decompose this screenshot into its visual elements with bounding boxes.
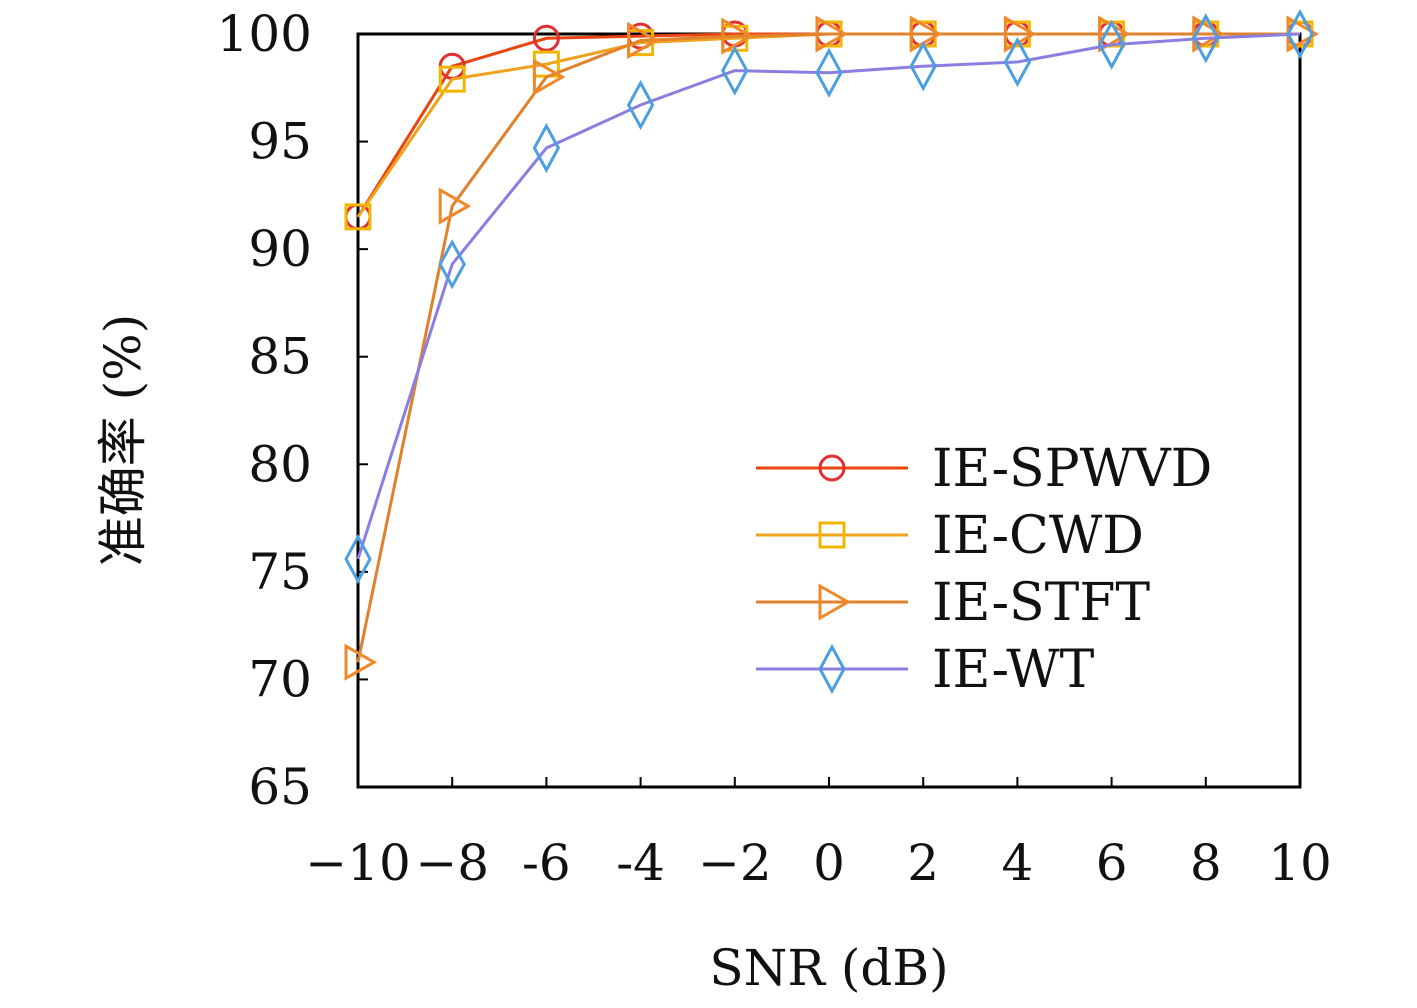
x-axis-title: SNR (dB) (709, 939, 948, 997)
series-layer (344, 8, 1320, 681)
x-tick-label: −2 (698, 834, 772, 892)
data-point-diamond (1192, 13, 1220, 64)
data-point-triangle-right (344, 643, 378, 681)
axis-ticks: −10 −8 -6 -4 −2 0 2 4 6 8 10 65 70 75 80 85 90 95 100 (217, 5, 1332, 892)
plot-frame (356, 32, 1302, 789)
legend-item: IE-CWD (756, 506, 1144, 566)
legend-item: IE-SPWVD (756, 439, 1212, 499)
data-point-square (438, 65, 466, 93)
x-tick-label: 8 (1190, 834, 1222, 892)
legend-marker-square (818, 521, 846, 549)
y-tick-label: 100 (217, 5, 312, 63)
y-tick-label: 85 (248, 328, 312, 386)
data-point-circle (532, 24, 560, 52)
legend: IE-SPWVD IE-CWD IE-STFT IE-WT (756, 439, 1212, 700)
legend-label: IE-WT (932, 640, 1095, 700)
x-tick-label: 10 (1268, 834, 1332, 892)
data-point-triangle-right (909, 15, 943, 53)
y-tick-label: 80 (248, 435, 312, 493)
data-point-triangle-right (438, 187, 472, 225)
y-axis-title: 准确率 (%) (94, 314, 152, 566)
legend-item: IE-STFT (756, 573, 1150, 633)
data-point-diamond (438, 239, 466, 290)
data-point-diamond (815, 47, 843, 98)
legend-marker-triangle-right (818, 583, 852, 621)
x-tick-label: −8 (415, 834, 489, 892)
series-line (356, 32, 1300, 218)
y-tick-label: 90 (248, 220, 312, 278)
x-tick-label: -6 (522, 834, 571, 892)
data-point-diamond (1097, 19, 1126, 70)
legend-label: IE-CWD (932, 506, 1144, 566)
data-point-diamond (1003, 36, 1032, 88)
legend-marker-circle (818, 454, 846, 482)
data-point-triangle-right (627, 21, 660, 60)
series-ie-stft (344, 15, 1320, 681)
y-tick-label: 70 (248, 650, 312, 708)
data-point-square (344, 203, 372, 231)
legend-label: IE-SPWVD (932, 439, 1212, 499)
data-point-triangle-right (532, 58, 566, 96)
series-line (356, 32, 1300, 663)
x-tick-label: 6 (1096, 834, 1128, 892)
legend-label: IE-STFT (932, 573, 1150, 633)
x-tick-label: −10 (305, 834, 411, 892)
data-point-triangle-right (721, 17, 754, 55)
data-point-diamond (909, 41, 937, 92)
x-tick-label: 2 (907, 834, 939, 892)
series-ie-wt (344, 8, 1314, 585)
data-point-triangle-right (1192, 15, 1225, 53)
data-point-diamond (721, 45, 749, 96)
y-tick-label: 95 (248, 113, 312, 171)
y-tick-label: 75 (248, 543, 312, 601)
data-point-diamond (532, 122, 561, 174)
x-tick-label: 0 (813, 834, 845, 892)
data-point-diamond (626, 79, 655, 131)
data-point-triangle-right (815, 15, 849, 53)
legend-item: IE-WT (756, 640, 1095, 700)
y-tick-label: 65 (248, 758, 312, 816)
data-point-diamond (1286, 8, 1314, 60)
legend-marker-diamond (818, 643, 846, 695)
x-tick-label: 4 (1001, 834, 1033, 892)
series-line (356, 32, 1301, 560)
data-point-diamond (344, 533, 372, 585)
series-line (356, 32, 1300, 218)
x-tick-label: -4 (616, 834, 665, 892)
